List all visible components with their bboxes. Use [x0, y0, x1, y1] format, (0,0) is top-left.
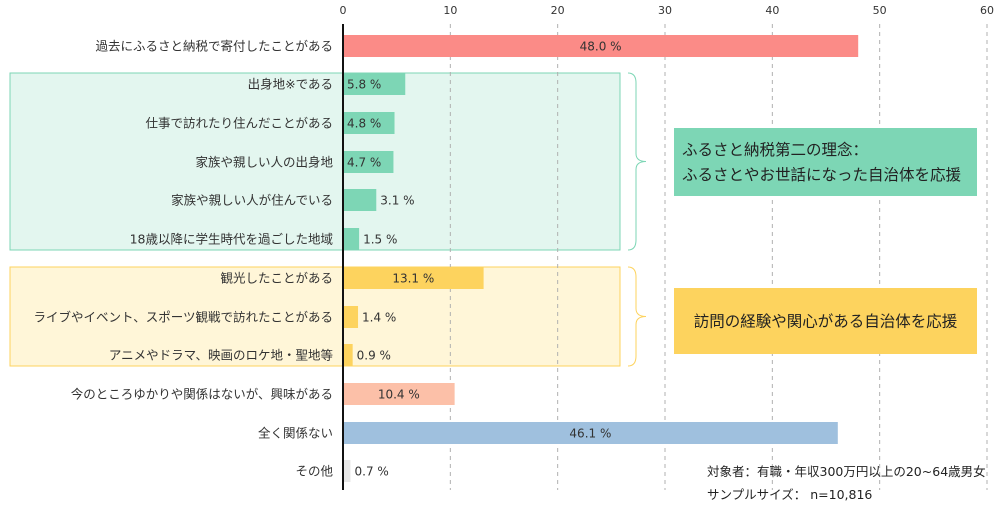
bar: [343, 460, 351, 482]
callout-text: ふるさとやお世話になった自治体を応援: [682, 166, 962, 184]
group-bracket-2: [627, 266, 647, 367]
category-label: 観光したことがある: [220, 271, 333, 286]
data-label: 1.5 %: [363, 233, 397, 247]
footnote: 対象者：有職・年収300万円以上の20~64歳男女: [707, 464, 986, 479]
data-label: 0.7 %: [355, 465, 389, 479]
x-tick-label: 0: [340, 4, 347, 17]
bar: [343, 383, 455, 405]
category-label: その他: [295, 464, 333, 479]
bar: [343, 112, 395, 134]
x-tick-label: 40: [765, 4, 779, 17]
bar: [343, 344, 353, 366]
bar: [343, 422, 838, 444]
callout-text: 訪問の経験や関心がある自治体を応援: [694, 313, 958, 331]
category-label: アニメやドラマ、映画のロケ地・聖地等: [109, 348, 333, 363]
data-label: 3.1 %: [380, 194, 414, 208]
group-bracket-1: [627, 72, 647, 251]
bar: [343, 35, 859, 57]
bar: [343, 73, 406, 95]
x-tick-label: 10: [443, 4, 457, 17]
data-label: 5.8 %: [347, 78, 381, 92]
category-label: 18歳以降に学生時代を過ごした地域: [130, 232, 333, 247]
category-label: 家族や親しい人の出身地: [195, 155, 333, 170]
callout-box-1: [674, 128, 977, 196]
data-label: 48.0 %: [580, 40, 622, 54]
category-label: 全く関係ない: [258, 426, 333, 441]
bar: [343, 189, 377, 211]
data-label: 13.1 %: [392, 272, 434, 286]
category-label: 過去にふるさと納税で寄付したことがある: [95, 39, 333, 54]
category-label: 出身地※である: [248, 77, 333, 92]
category-label: ライブやイベント、スポーツ観戦で訪れたことがある: [33, 310, 333, 325]
group-box-1: [9, 72, 621, 251]
bar: [343, 151, 394, 173]
bar: [343, 228, 360, 250]
x-tick-label: 50: [873, 4, 887, 17]
data-label: 1.4 %: [362, 311, 396, 325]
x-tick-label: 30: [658, 4, 672, 17]
group-box-2: [9, 266, 621, 367]
category-label: 家族や親しい人が住んでいる: [171, 193, 333, 208]
category-label: 仕事で訪れたり住んだことがある: [145, 116, 333, 131]
data-label: 10.4 %: [378, 388, 420, 402]
data-label: 0.9 %: [357, 349, 391, 363]
category-label: 今のところゆかりや関係はないが、興味がある: [71, 387, 333, 402]
x-tick-label: 60: [980, 4, 994, 17]
data-label: 46.1 %: [569, 427, 611, 441]
footnote: サンプルサイズ： n=10,816: [707, 487, 872, 502]
bar: [343, 306, 359, 328]
data-label: 4.8 %: [347, 117, 381, 131]
callout-box-2: [674, 288, 977, 354]
x-tick-label: 20: [551, 4, 565, 17]
bar: [343, 267, 484, 289]
callout-text: ふるさと納税第二の理念：: [682, 140, 868, 159]
data-label: 4.7 %: [347, 156, 381, 170]
